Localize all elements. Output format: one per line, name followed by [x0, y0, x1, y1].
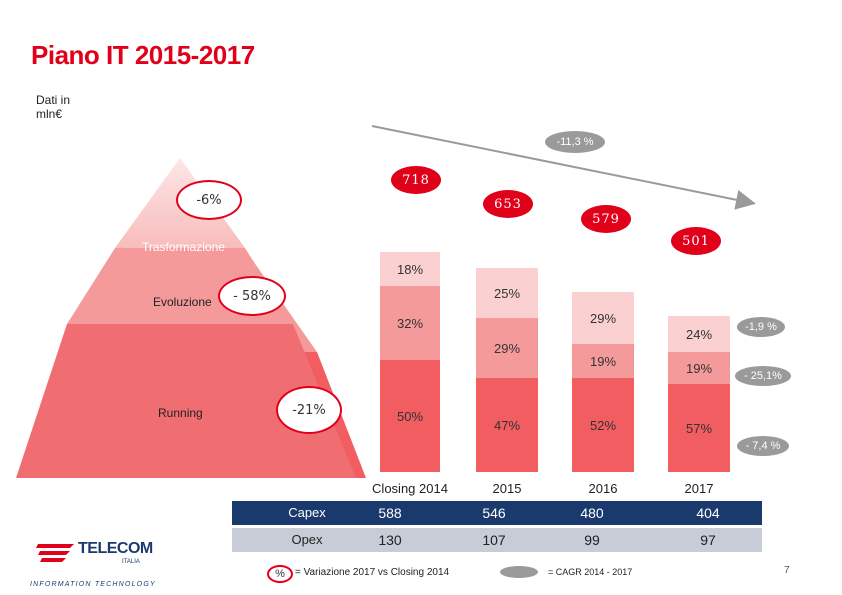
bar-segment-trasformazione: 25% [476, 268, 538, 318]
logo-sub: ITALIA [122, 559, 140, 565]
pyramid-label-running: Running [158, 406, 203, 420]
bar-segment-evoluzione: 29% [476, 318, 538, 378]
table-cell: 97 [700, 532, 716, 548]
table-row-capex [232, 501, 762, 525]
pyramid-label-evoluzione: Evoluzione [153, 295, 212, 309]
bar-segment-evoluzione: 19% [668, 352, 730, 384]
total-label: 501 [671, 227, 721, 255]
table-cell: 99 [584, 532, 600, 548]
page-title: Piano IT 2015-2017 [31, 40, 255, 70]
table-row-label: Opex [291, 532, 323, 547]
table-cell: 404 [696, 505, 720, 521]
trend-arrow [371, 125, 756, 210]
x-axis-label: Closing 2014 [372, 481, 448, 496]
cagr-badge-running: - 7,4 % [737, 436, 789, 456]
page-number: 7 [784, 565, 790, 576]
x-axis-label: 2017 [684, 481, 714, 496]
pyramid-bottom-badge: -21% [276, 386, 342, 434]
bar-segment-running: 50% [380, 360, 440, 472]
table-cell: 480 [580, 505, 604, 521]
bar-segment-running: 47% [476, 378, 538, 472]
unit-label: Dati in mln€ [36, 93, 71, 121]
bar-segment-evoluzione: 32% [380, 286, 440, 360]
logo-name: TELECOM [78, 540, 153, 557]
bar-segment-trasformazione: 18% [380, 252, 440, 286]
table-cell: 546 [482, 505, 506, 521]
table-row-label: Capex [288, 505, 326, 520]
x-axis-label: 2016 [588, 481, 618, 496]
legend-pct-text: = Variazione 2017 vs Closing 2014 [295, 567, 450, 578]
pyramid-mid-badge: - 58% [218, 276, 286, 316]
pyramid-label-trasformazione: Trasformazione [142, 240, 225, 254]
bar-segment-trasformazione: 29% [572, 292, 634, 344]
logo-tagline: INFORMATION TECHNOLOGY [30, 581, 156, 588]
legend-pct-symbol: % [267, 565, 293, 583]
total-label: 718 [391, 166, 441, 194]
legend-cagr-symbol [500, 566, 538, 578]
x-axis-label: 2015 [492, 481, 522, 496]
table-cell: 588 [378, 505, 402, 521]
bar-segment-evoluzione: 19% [572, 344, 634, 378]
logo-stripes-icon [36, 544, 74, 562]
table-cell: 130 [378, 532, 402, 548]
bar-segment-trasformazione: 24% [668, 316, 730, 352]
total-label: 653 [483, 190, 533, 218]
cagr-badge-evoluzione: - 25,1% [735, 366, 791, 386]
table-cell: 107 [482, 532, 506, 548]
total-label: 579 [581, 205, 631, 233]
trend-badge: -11,3 % [545, 131, 605, 153]
bar-segment-running: 57% [668, 384, 730, 472]
table-row-opex [232, 528, 762, 552]
pyramid-top-badge: -6% [176, 180, 242, 220]
legend-cagr-text: = CAGR 2014 - 2017 [548, 567, 633, 577]
cagr-badge-trasformazione: -1,9 % [737, 317, 785, 337]
bar-segment-running: 52% [572, 378, 634, 472]
